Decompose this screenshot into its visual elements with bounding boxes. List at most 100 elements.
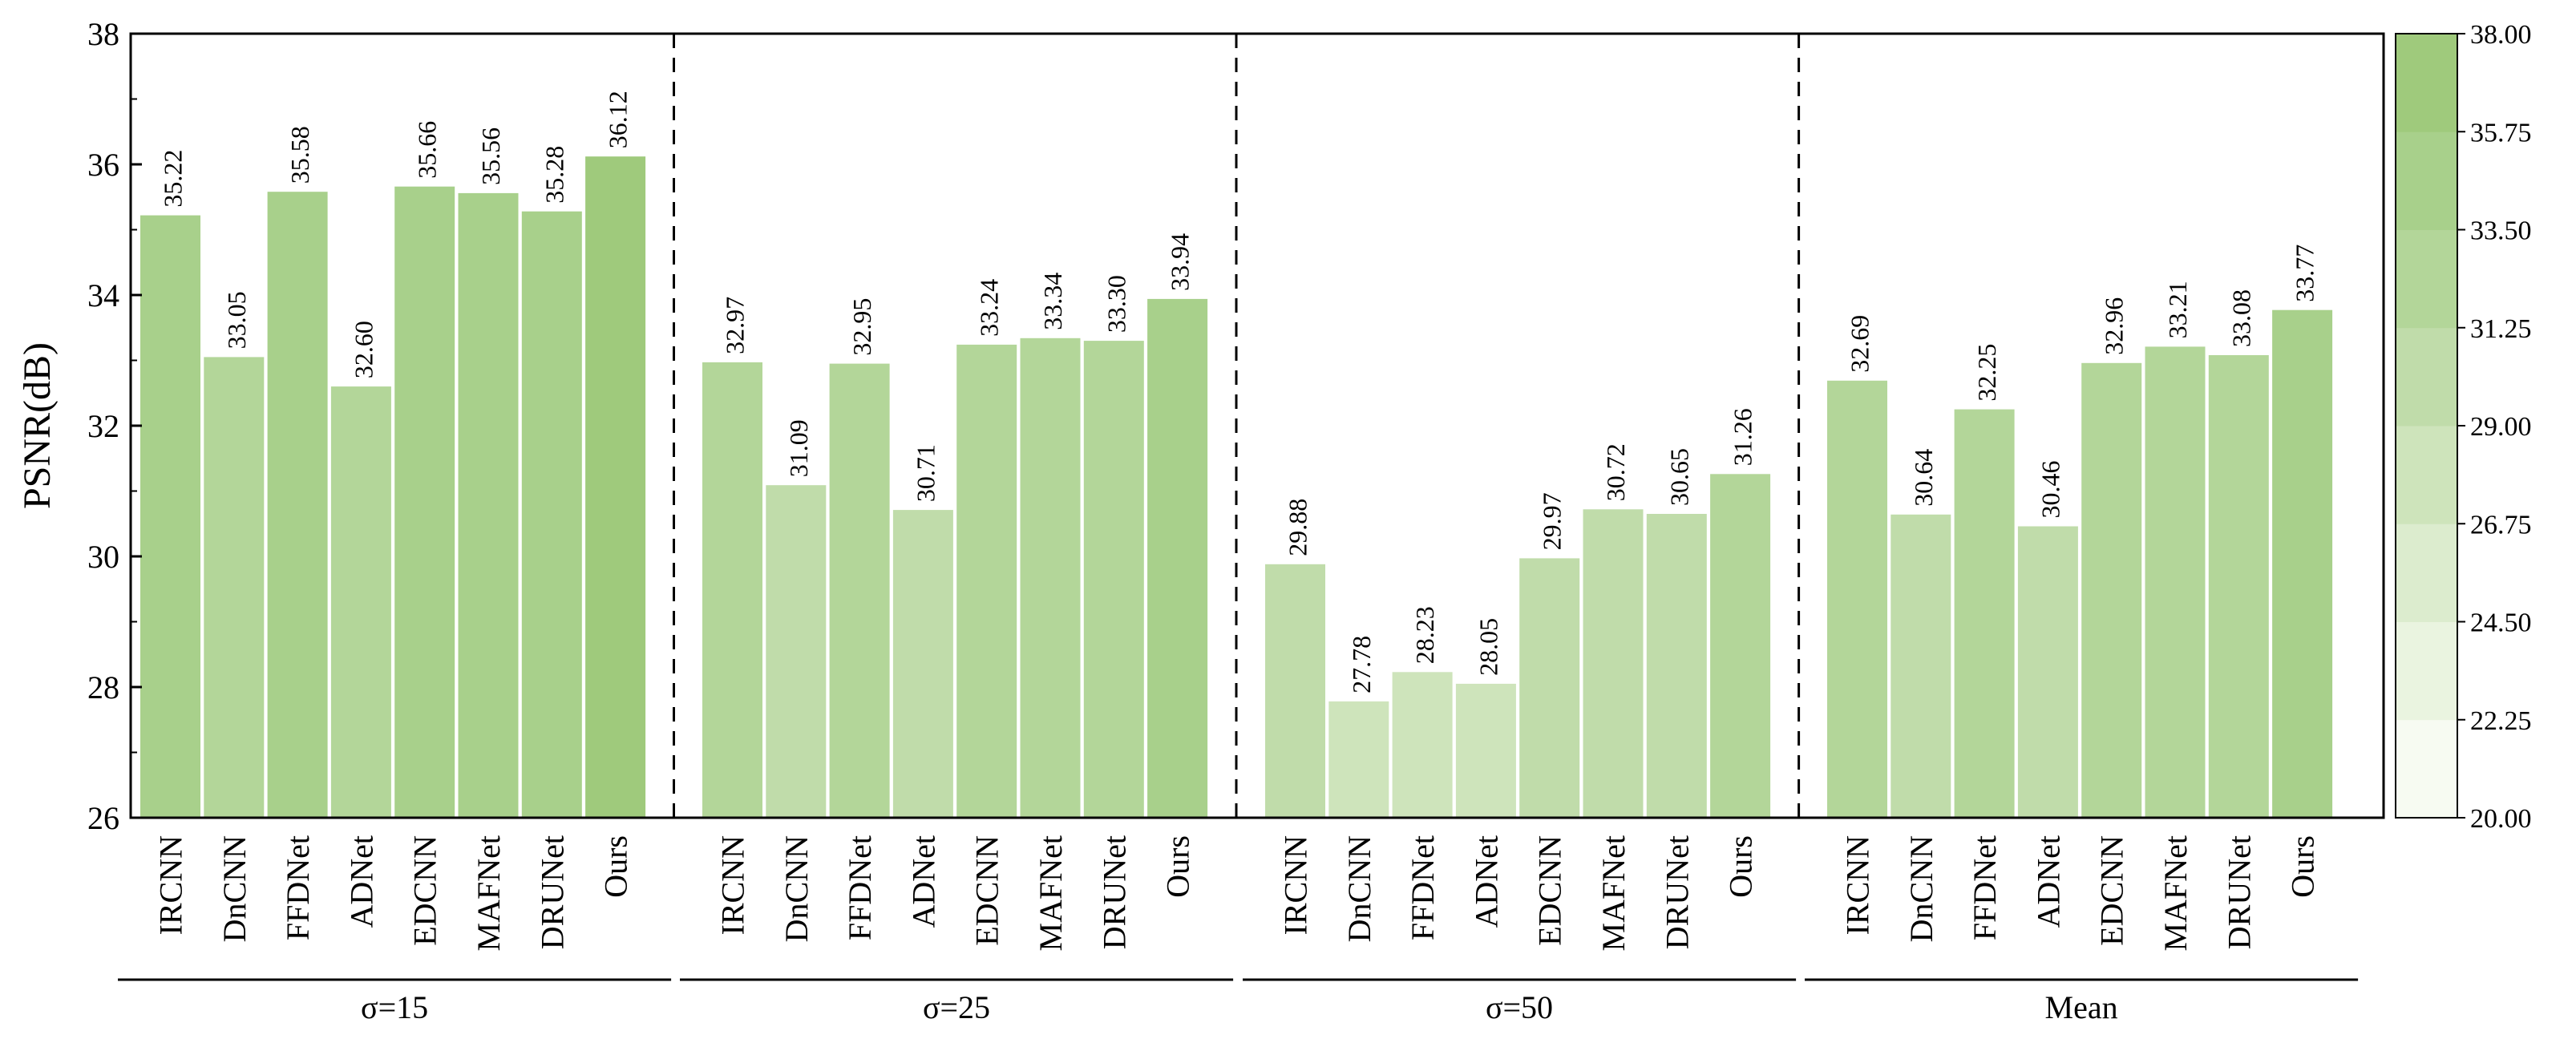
colorbar-segment	[2396, 719, 2457, 819]
bar-value-label: 32.96	[2100, 297, 2129, 355]
colorbar-segment	[2396, 426, 2457, 524]
x-tick-label: MAFNet	[1033, 835, 1069, 951]
y-tick-label: 38	[87, 16, 119, 52]
bar	[458, 192, 519, 818]
bar	[204, 357, 265, 818]
bar	[1519, 558, 1580, 818]
group-label: σ=25	[923, 989, 990, 1025]
bar	[1147, 298, 1208, 818]
bar-value-label: 30.72	[1601, 443, 1630, 501]
bar	[1392, 672, 1453, 818]
bar	[1646, 514, 1707, 818]
x-tick-label: IRCNN	[715, 835, 751, 935]
x-tick-label: EDCNN	[2094, 835, 2130, 946]
bar	[330, 386, 391, 819]
x-tick-label: EDCNN	[1532, 835, 1568, 946]
bar-value-label: 31.26	[1729, 408, 1757, 466]
colorbar-tick-label: 31.25	[2470, 314, 2532, 344]
bar	[521, 211, 582, 818]
x-tick-label: DRUNet	[1659, 835, 1695, 949]
y-tick-label: 34	[87, 277, 119, 313]
x-tick-label: FFDNet	[1405, 835, 1441, 940]
bar	[766, 485, 827, 818]
bar	[585, 156, 646, 818]
x-tick-label: Ours	[2285, 835, 2321, 898]
bar-value-label: 33.05	[222, 291, 251, 349]
x-tick-label: DnCNN	[778, 835, 815, 942]
group-label: Mean	[2045, 989, 2118, 1025]
bar-value-label: 32.97	[721, 297, 750, 354]
group-separators	[673, 34, 1801, 818]
y-tick-label: 26	[87, 800, 119, 836]
bar-value-label: 33.94	[1166, 233, 1195, 291]
bar-value-label: 31.09	[784, 419, 813, 477]
plot-frame	[129, 32, 2385, 819]
x-tick-label: ADNet	[343, 835, 379, 928]
colorbar-segment	[2396, 327, 2457, 426]
bar-value-label: 28.23	[1410, 606, 1439, 664]
x-tick-label: IRCNN	[153, 835, 189, 935]
x-axis: IRCNN DnCNN FFDNet ADNet EDCNN MAFNet DRUNet Ou…	[153, 835, 2321, 951]
bar	[1891, 514, 1951, 818]
bar-value-label: 30.65	[1664, 448, 1693, 506]
x-tick-label: Ours	[598, 835, 634, 898]
bar	[1455, 683, 1516, 818]
bar	[1827, 380, 1887, 818]
bars-layer: 35.22 33.05 35.58 32.60 35.66 35.56 35.28 36.12…	[140, 91, 2333, 819]
x-tick-label: FFDNet	[280, 835, 316, 940]
x-tick-label: EDCNN	[407, 835, 443, 946]
x-tick-label: ADNet	[2030, 835, 2066, 928]
colorbar: 20.00 22.25 24.50 26.75 29.00 31.25 33.50 35.75…	[2395, 20, 2532, 834]
y-tick-label: 30	[87, 539, 119, 575]
x-tick-label: DRUNet	[2221, 835, 2257, 949]
colorbar-segment	[2396, 229, 2457, 329]
colorbar-tick-label: 35.75	[2470, 118, 2532, 148]
bar	[2017, 526, 2078, 818]
colorbar-tick-label: 29.00	[2470, 412, 2532, 442]
colorbar-segment	[2396, 131, 2457, 230]
colorbar-tick-label: 26.75	[2470, 510, 2532, 540]
x-tick-label: DRUNet	[534, 835, 570, 949]
bar	[140, 215, 200, 819]
bar	[1265, 564, 1325, 818]
bar	[956, 344, 1017, 818]
colorbar-tick-label: 38.00	[2470, 20, 2532, 50]
bar	[1328, 701, 1389, 818]
y-tick-label: 28	[87, 669, 119, 705]
x-tick-label: ADNet	[905, 835, 941, 928]
bar-value-label: 33.34	[1038, 273, 1067, 330]
y-tick-label: 36	[87, 147, 119, 183]
bar-value-label: 35.22	[159, 150, 188, 208]
x-tick-label: Ours	[1160, 835, 1196, 898]
bar	[2208, 355, 2269, 818]
bar-value-label: 35.58	[285, 126, 314, 184]
bar-value-label: 35.66	[413, 121, 442, 179]
group-label: σ=50	[1486, 989, 1553, 1025]
bar-value-label: 32.95	[847, 298, 876, 356]
colorbar-segment	[2396, 34, 2457, 132]
bar-value-label: 32.25	[1972, 344, 2001, 402]
x-tick-label: FFDNet	[1967, 835, 2003, 940]
y-tick-label: 32	[87, 408, 119, 444]
colorbar-tick-label: 24.50	[2470, 608, 2532, 638]
bar	[1710, 474, 1771, 818]
x-tick-label: FFDNet	[842, 835, 878, 940]
colorbar-tick-label: 22.25	[2470, 706, 2532, 736]
bar-value-label: 33.08	[2226, 289, 2255, 347]
x-tick-label: ADNet	[1468, 835, 1504, 928]
bar-value-label: 30.46	[2036, 461, 2064, 519]
bar	[267, 192, 328, 818]
colorbar-tick-label: 20.00	[2470, 804, 2532, 834]
bar-value-label: 36.12	[604, 91, 633, 148]
bar	[892, 510, 953, 818]
x-tick-label: DRUNet	[1096, 835, 1132, 949]
bar	[702, 362, 762, 818]
bar-value-label: 33.21	[2163, 281, 2192, 338]
bar-value-label: 35.28	[540, 146, 568, 204]
bar-value-label: 32.60	[349, 321, 378, 378]
y-axis: 26 28 30 32 34 36 38	[87, 16, 142, 836]
x-tick-label: DnCNN	[1903, 835, 1939, 942]
bar-value-label: 29.88	[1284, 499, 1312, 556]
